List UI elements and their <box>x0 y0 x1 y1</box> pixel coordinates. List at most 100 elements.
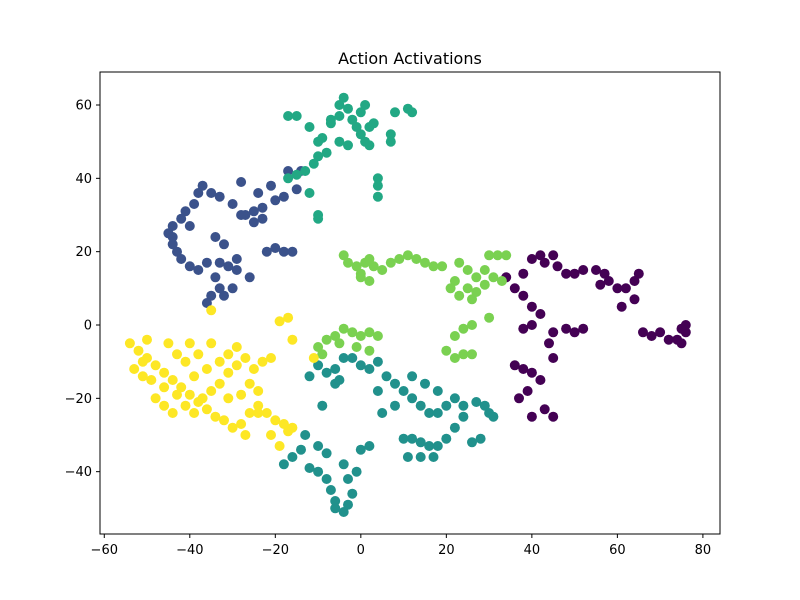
data-point <box>471 272 482 283</box>
data-point <box>325 485 336 495</box>
data-point <box>219 239 229 250</box>
data-point <box>347 488 358 499</box>
data-point <box>287 452 298 462</box>
data-point <box>167 375 178 385</box>
data-point <box>266 353 276 363</box>
data-point <box>197 393 208 404</box>
data-point <box>415 400 426 411</box>
data-point <box>364 327 375 338</box>
data-point <box>189 199 200 209</box>
data-point <box>330 496 341 506</box>
data-point <box>548 353 559 363</box>
data-point <box>428 261 439 272</box>
data-point <box>471 287 482 297</box>
data-point <box>274 441 285 451</box>
data-point <box>424 441 435 451</box>
x-tick-label: −20 <box>262 543 289 558</box>
data-point <box>214 283 225 294</box>
data-point <box>526 301 537 312</box>
data-point <box>552 261 563 272</box>
data-point <box>449 393 460 404</box>
data-point <box>407 107 418 118</box>
data-point <box>317 400 328 411</box>
data-point <box>467 349 477 360</box>
data-point <box>321 448 332 459</box>
data-point <box>343 103 353 114</box>
x-tick-label: 0 <box>357 543 365 558</box>
data-point <box>390 378 400 389</box>
data-point <box>313 466 324 477</box>
data-point <box>390 107 400 118</box>
data-point <box>338 507 349 517</box>
data-point <box>364 345 375 356</box>
data-point <box>304 188 315 198</box>
data-point <box>360 100 371 110</box>
data-point <box>146 375 157 385</box>
data-point <box>424 408 435 418</box>
data-point <box>620 283 631 294</box>
data-point <box>261 246 272 257</box>
data-point <box>343 140 353 151</box>
data-point <box>338 250 349 261</box>
data-point <box>313 441 324 451</box>
data-point <box>334 111 345 121</box>
data-point <box>591 265 601 275</box>
data-point <box>325 114 336 125</box>
data-point <box>184 221 195 231</box>
data-point <box>270 195 281 206</box>
data-point <box>172 389 182 400</box>
data-point <box>578 265 589 275</box>
data-point <box>313 360 324 371</box>
data-point <box>372 173 383 184</box>
data-point <box>167 408 178 418</box>
data-point <box>283 173 294 184</box>
data-point <box>501 250 512 261</box>
data-point <box>236 177 247 187</box>
data-point <box>364 140 375 151</box>
data-point <box>321 367 332 378</box>
data-point <box>227 283 238 294</box>
data-point <box>368 261 379 272</box>
data-point <box>539 404 550 415</box>
data-point <box>159 367 170 378</box>
data-point <box>343 474 353 484</box>
data-point <box>287 334 298 345</box>
data-point <box>603 276 614 286</box>
y-tick-label: −40 <box>65 465 92 480</box>
data-point <box>343 499 353 510</box>
data-point <box>385 257 396 268</box>
data-point <box>219 415 229 426</box>
data-point <box>334 375 345 385</box>
data-point <box>206 338 217 349</box>
data-point <box>415 452 426 462</box>
data-point <box>206 305 217 316</box>
data-point <box>317 133 328 143</box>
data-point <box>518 290 529 301</box>
data-point <box>368 118 379 129</box>
data-point <box>163 338 174 349</box>
data-point <box>253 188 264 198</box>
data-point <box>197 180 208 191</box>
data-point <box>445 283 456 294</box>
data-point <box>236 419 247 429</box>
data-point <box>351 466 362 477</box>
data-point <box>159 400 170 411</box>
data-point <box>296 444 306 455</box>
data-point <box>377 265 388 275</box>
data-point <box>193 265 204 275</box>
data-point <box>304 371 315 382</box>
data-point <box>355 107 366 118</box>
data-point <box>407 371 418 382</box>
y-tick-label: 0 <box>84 319 92 334</box>
data-point <box>488 272 499 283</box>
data-point <box>313 151 324 162</box>
x-tick-label: 80 <box>695 543 712 558</box>
data-point <box>201 257 212 268</box>
data-point <box>454 257 465 268</box>
data-point <box>385 136 396 147</box>
data-point <box>201 298 212 308</box>
data-point <box>467 320 477 330</box>
data-point <box>321 474 332 484</box>
data-point <box>210 411 221 422</box>
data-point <box>283 312 294 323</box>
